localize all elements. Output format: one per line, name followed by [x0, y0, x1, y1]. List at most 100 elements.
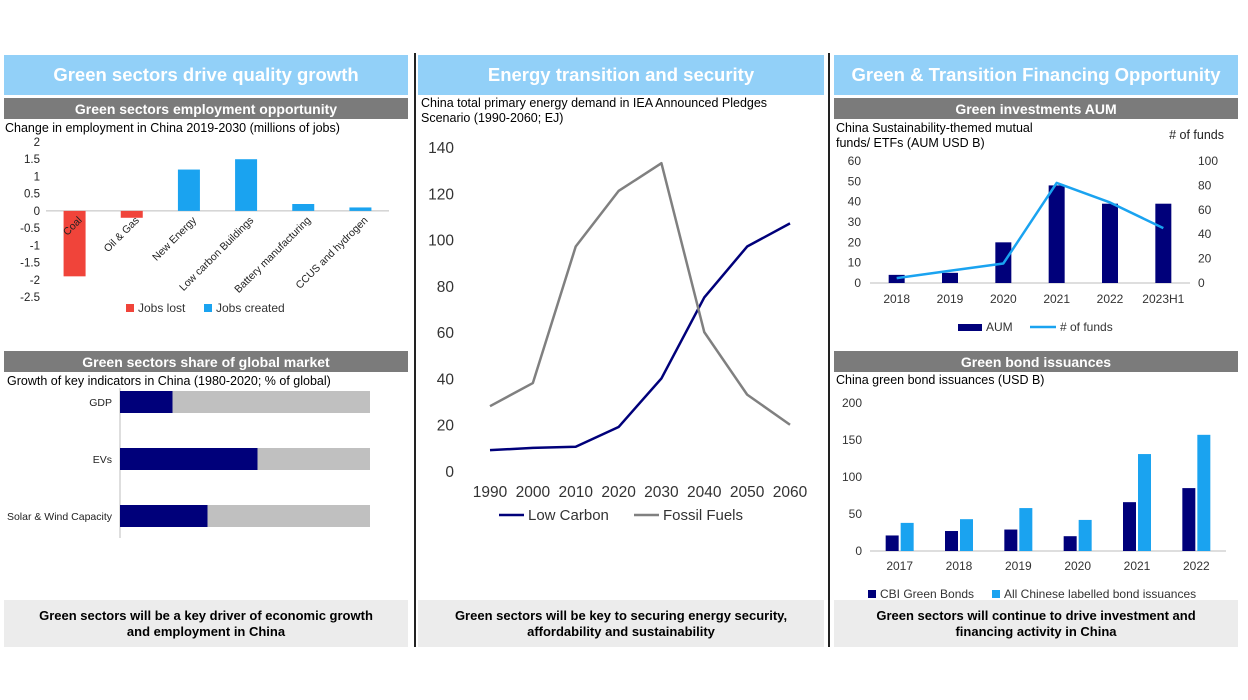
x-category-label: New Energy — [150, 214, 199, 263]
y-tick-label: 120 — [428, 186, 454, 203]
x-tick-label: 2019 — [937, 292, 964, 306]
y-tick-label: 2 — [34, 137, 40, 149]
green-bonds-chart: 200 150 100 50 0 2017 2018 2019 2020 2021 2022 CBI … — [842, 396, 1226, 601]
bar — [1197, 434, 1211, 551]
panel-right-header: Green & Transition Financing Opportunity — [834, 55, 1238, 95]
x-tick-label: 2020 — [1064, 559, 1091, 573]
bar-segment — [120, 505, 208, 527]
y2-tick-label: 100 — [1198, 154, 1218, 168]
panel-divider-right — [828, 53, 830, 647]
panel-right-footer: Green sectors will continue to drive inv… — [834, 600, 1238, 647]
bar-segment — [120, 448, 258, 470]
bar — [1155, 203, 1172, 283]
y-tick-label: 80 — [437, 279, 455, 296]
y-category-label: Solar & Wind Capacity — [7, 511, 113, 523]
panel-right: Green & Transition Financing Opportunity… — [834, 55, 1238, 647]
y-tick-label: 30 — [848, 215, 862, 229]
energy-demand-chart: 140 120 100 80 60 40 20 0 1990 2000 2010 2020 2030 20… — [428, 140, 807, 524]
bar-segment — [172, 391, 370, 413]
bar — [177, 169, 200, 211]
share-chart-title: Growth of key indicators in China (1980-… — [7, 374, 331, 388]
legend-label: Jobs lost — [138, 301, 186, 315]
bar — [885, 535, 899, 551]
legend-label: Fossil Fuels — [663, 507, 743, 524]
y2-tick-label: 60 — [1198, 203, 1212, 217]
bonds-chart-title: China green bond issuances (USD B) — [836, 373, 1045, 387]
aum-subheader: Green investments AUM — [834, 98, 1238, 119]
x-tick-label: 2030 — [644, 484, 679, 501]
x-tick-label: 2020 — [601, 484, 636, 501]
x-tick-label: 2017 — [886, 559, 913, 573]
y-tick-label: 0.5 — [24, 189, 40, 201]
energy-chart-title: China total primary energy demand in IEA… — [421, 96, 768, 125]
legend-swatch — [868, 590, 876, 598]
share-subheader: Green sectors share of global market — [4, 351, 408, 372]
legend-label: # of funds — [1060, 320, 1113, 334]
legend-label: CBI Green Bonds — [880, 587, 974, 601]
y-tick-label: -1.5 — [20, 258, 40, 270]
y-tick-label: 150 — [842, 433, 862, 447]
legend-label: Jobs created — [216, 301, 285, 315]
x-tick-label: 2018 — [946, 559, 973, 573]
y2-tick-label: 20 — [1198, 252, 1212, 266]
legend-swatch — [126, 304, 134, 312]
bar — [1063, 536, 1077, 551]
bar-segment — [120, 391, 173, 413]
bar — [120, 210, 143, 218]
employment-chart-title: Change in employment in China 2019-2030 … — [5, 121, 340, 135]
x-category-label: Oil & Gas — [102, 215, 142, 255]
bar — [1019, 508, 1033, 551]
bar — [63, 210, 86, 277]
y-category-label: EVs — [93, 454, 112, 466]
x-tick-label: 2019 — [1005, 559, 1032, 573]
legend-label: All Chinese labelled bond issuances — [1004, 587, 1196, 601]
y-tick-label: 60 — [437, 325, 455, 342]
panel-divider-left — [414, 53, 416, 647]
x-tick-label: 2021 — [1043, 292, 1070, 306]
y-tick-label: -2.5 — [20, 292, 40, 304]
series-line — [896, 181, 1164, 280]
y2-tick-label: 80 — [1198, 178, 1212, 192]
panel-middle-header: Energy transition and security — [418, 55, 824, 95]
bar — [1078, 519, 1092, 551]
y-tick-label: 0 — [854, 276, 861, 290]
legend-swatch — [992, 590, 1000, 598]
employment-subheader: Green sectors employment opportunity — [4, 98, 408, 119]
legend-label: AUM — [986, 320, 1013, 334]
legend-swatch — [204, 304, 212, 312]
series-line — [489, 161, 791, 426]
x-tick-label: 2021 — [1124, 559, 1151, 573]
bar — [945, 531, 958, 551]
bar — [1004, 529, 1018, 551]
bar — [1048, 185, 1065, 283]
x-tick-label: 2022 — [1183, 559, 1210, 573]
y-tick-label: 20 — [437, 418, 455, 435]
x-tick-label: 2010 — [558, 484, 593, 501]
bar — [942, 272, 958, 283]
bar — [235, 159, 258, 211]
panel-middle: Energy transition and security China tot… — [418, 55, 824, 647]
bar — [1123, 502, 1136, 551]
bar — [960, 519, 973, 551]
bonds-subheader: Green bond issuances — [834, 351, 1238, 372]
bar — [1102, 203, 1118, 283]
x-tick-label: 2023H1 — [1142, 292, 1184, 306]
y-tick-label: 140 — [428, 140, 454, 157]
x-tick-label: 2040 — [687, 484, 722, 501]
y-tick-label: 40 — [848, 195, 862, 209]
bar-segment — [207, 505, 370, 527]
panel-middle-footer: Green sectors will be key to securing en… — [418, 600, 824, 647]
y-tick-label: 1.5 — [24, 154, 40, 166]
legend-swatch — [958, 324, 982, 331]
y-tick-label: 10 — [848, 256, 862, 270]
y-tick-label: 0 — [855, 544, 862, 558]
x-tick-label: 2020 — [990, 292, 1017, 306]
y-tick-label: 0 — [34, 206, 40, 218]
y-tick-label: 100 — [842, 470, 862, 484]
legend-label: Low Carbon — [528, 507, 609, 524]
y-tick-label: 1 — [34, 171, 40, 183]
bar — [1182, 488, 1196, 551]
